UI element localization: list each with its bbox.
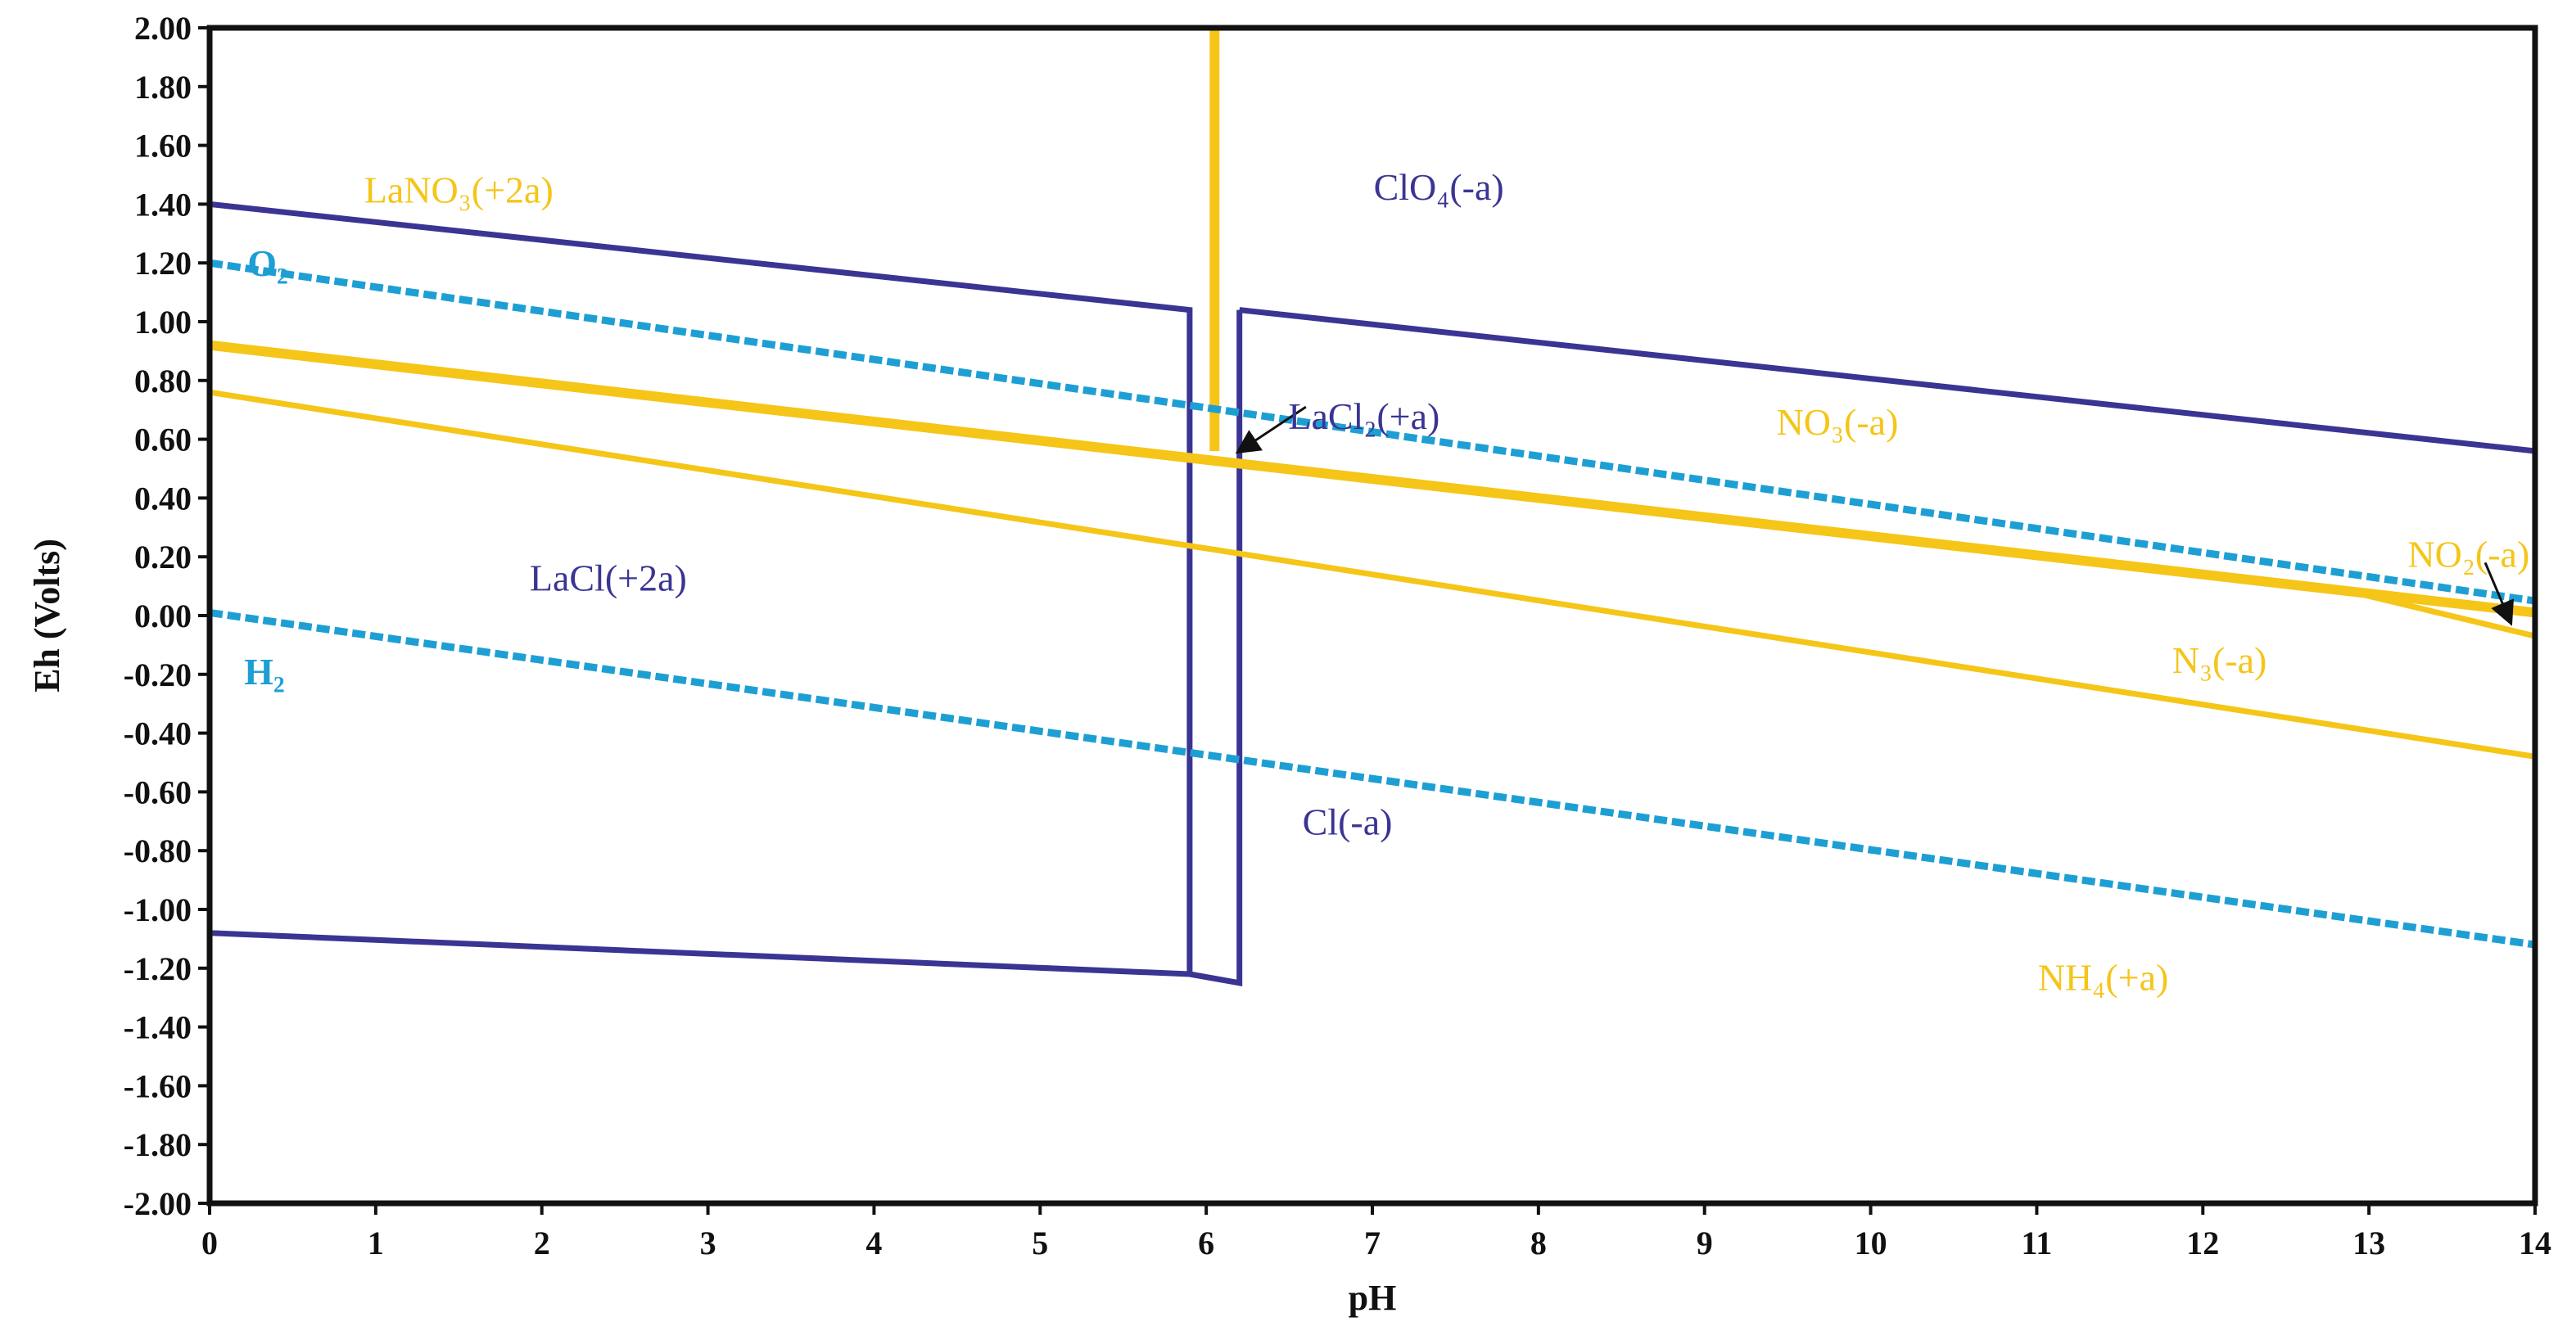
y-tick-label: -1.00 — [124, 891, 192, 928]
region-label: NH₄(+a) — [2038, 957, 2168, 999]
y-tick-label: -0.80 — [124, 832, 192, 869]
y-tick-label: 1.80 — [134, 69, 192, 106]
x-tick-label: 2 — [534, 1225, 550, 1261]
pointer-arrow-1 — [2483, 562, 2515, 626]
y-tick-label: 1.40 — [134, 186, 192, 223]
series-water-8 — [209, 608, 2536, 949]
y-tick-label: -1.60 — [124, 1067, 192, 1104]
y-tick-label: -0.60 — [124, 774, 192, 810]
region-label: LaCl₂(+a) — [1288, 395, 1439, 437]
region-label: LaNO₃(+2a) — [364, 169, 554, 210]
region-label: N₃(-a) — [2172, 639, 2267, 681]
region-label: NO₃(-a) — [1777, 401, 1899, 443]
x-tick-label: 10 — [1855, 1225, 1887, 1261]
series-water-7 — [209, 259, 2536, 605]
y-tick-label: -2.00 — [124, 1185, 192, 1222]
series-nitrogen-6 — [2352, 589, 2536, 639]
y-tick-label: -1.40 — [124, 1009, 192, 1046]
y-axis: 2.00 1.80 1.60 1.40 1.20 1.00 0.80 0.60 0.40 0.20… — [124, 10, 210, 1222]
x-tick-label: 7 — [1364, 1225, 1381, 1261]
x-tick-label: 0 — [201, 1225, 218, 1261]
region-label: O₂ — [247, 242, 288, 284]
pointer-arrow-0 — [1235, 405, 1307, 454]
region-label: LaCl(+2a) — [530, 557, 687, 598]
x-tick-label: 8 — [1530, 1225, 1547, 1261]
region-label: Cl(-a) — [1303, 801, 1393, 842]
y-tick-label: 1.00 — [134, 304, 192, 341]
arrow-layer — [1235, 405, 2515, 626]
x-axis-title: pH — [1349, 1278, 1397, 1318]
y-tick-label: -1.20 — [124, 950, 192, 987]
series-lanthanum-1 — [1239, 307, 2536, 454]
y-tick-label: 0.60 — [134, 422, 192, 458]
series-nitrogen-3 — [209, 340, 2536, 618]
x-tick-label: 12 — [2186, 1225, 2219, 1261]
series-lanthanum-2 — [1189, 309, 1243, 986]
region-label: ClO₄(-a) — [1374, 166, 1504, 208]
x-tick-label: 13 — [2352, 1225, 2385, 1261]
y-tick-label: 0.40 — [134, 480, 192, 517]
y-tick-label: 0.80 — [134, 363, 192, 399]
series-nitrogen-4 — [209, 389, 2536, 760]
region-label: H₂ — [244, 651, 285, 693]
x-tick-label: 5 — [1032, 1225, 1048, 1261]
y-tick-label: -1.80 — [124, 1126, 192, 1163]
y-tick-label: -0.20 — [124, 656, 192, 693]
region-label: NO₂(-a) — [2407, 534, 2529, 575]
plot-frame — [206, 25, 2538, 1207]
y-axis-title: Eh (Volts) — [27, 539, 67, 693]
x-tick-label: 4 — [865, 1225, 882, 1261]
series-lanthanum-0 — [206, 201, 1193, 977]
x-tick-label: 14 — [2519, 1225, 2551, 1261]
x-tick-label: 1 — [368, 1225, 384, 1261]
y-tick-label: 2.00 — [134, 10, 192, 47]
y-tick-label: 1.60 — [134, 128, 192, 165]
series-layer — [206, 28, 2536, 986]
plot-border — [206, 25, 2538, 1207]
x-tick-label: 6 — [1198, 1225, 1214, 1261]
y-tick-label: 0.20 — [134, 539, 192, 575]
x-tick-label: 3 — [700, 1225, 716, 1261]
y-tick-label: -0.40 — [124, 715, 192, 752]
x-tick-label: 11 — [2022, 1225, 2053, 1261]
x-axis: 0 1 2 3 4 5 6 7 8 9 10 11 12 13 14 — [201, 1203, 2551, 1261]
region-labels: LaNO₃(+2a) ClO₄(-a) O₂ LaCl₂(+a) NO₃(-a) NO₂(… — [244, 166, 2529, 999]
y-tick-label: 0.00 — [134, 598, 192, 634]
x-tick-label: 9 — [1697, 1225, 1713, 1261]
y-tick-label: 1.20 — [134, 245, 192, 282]
